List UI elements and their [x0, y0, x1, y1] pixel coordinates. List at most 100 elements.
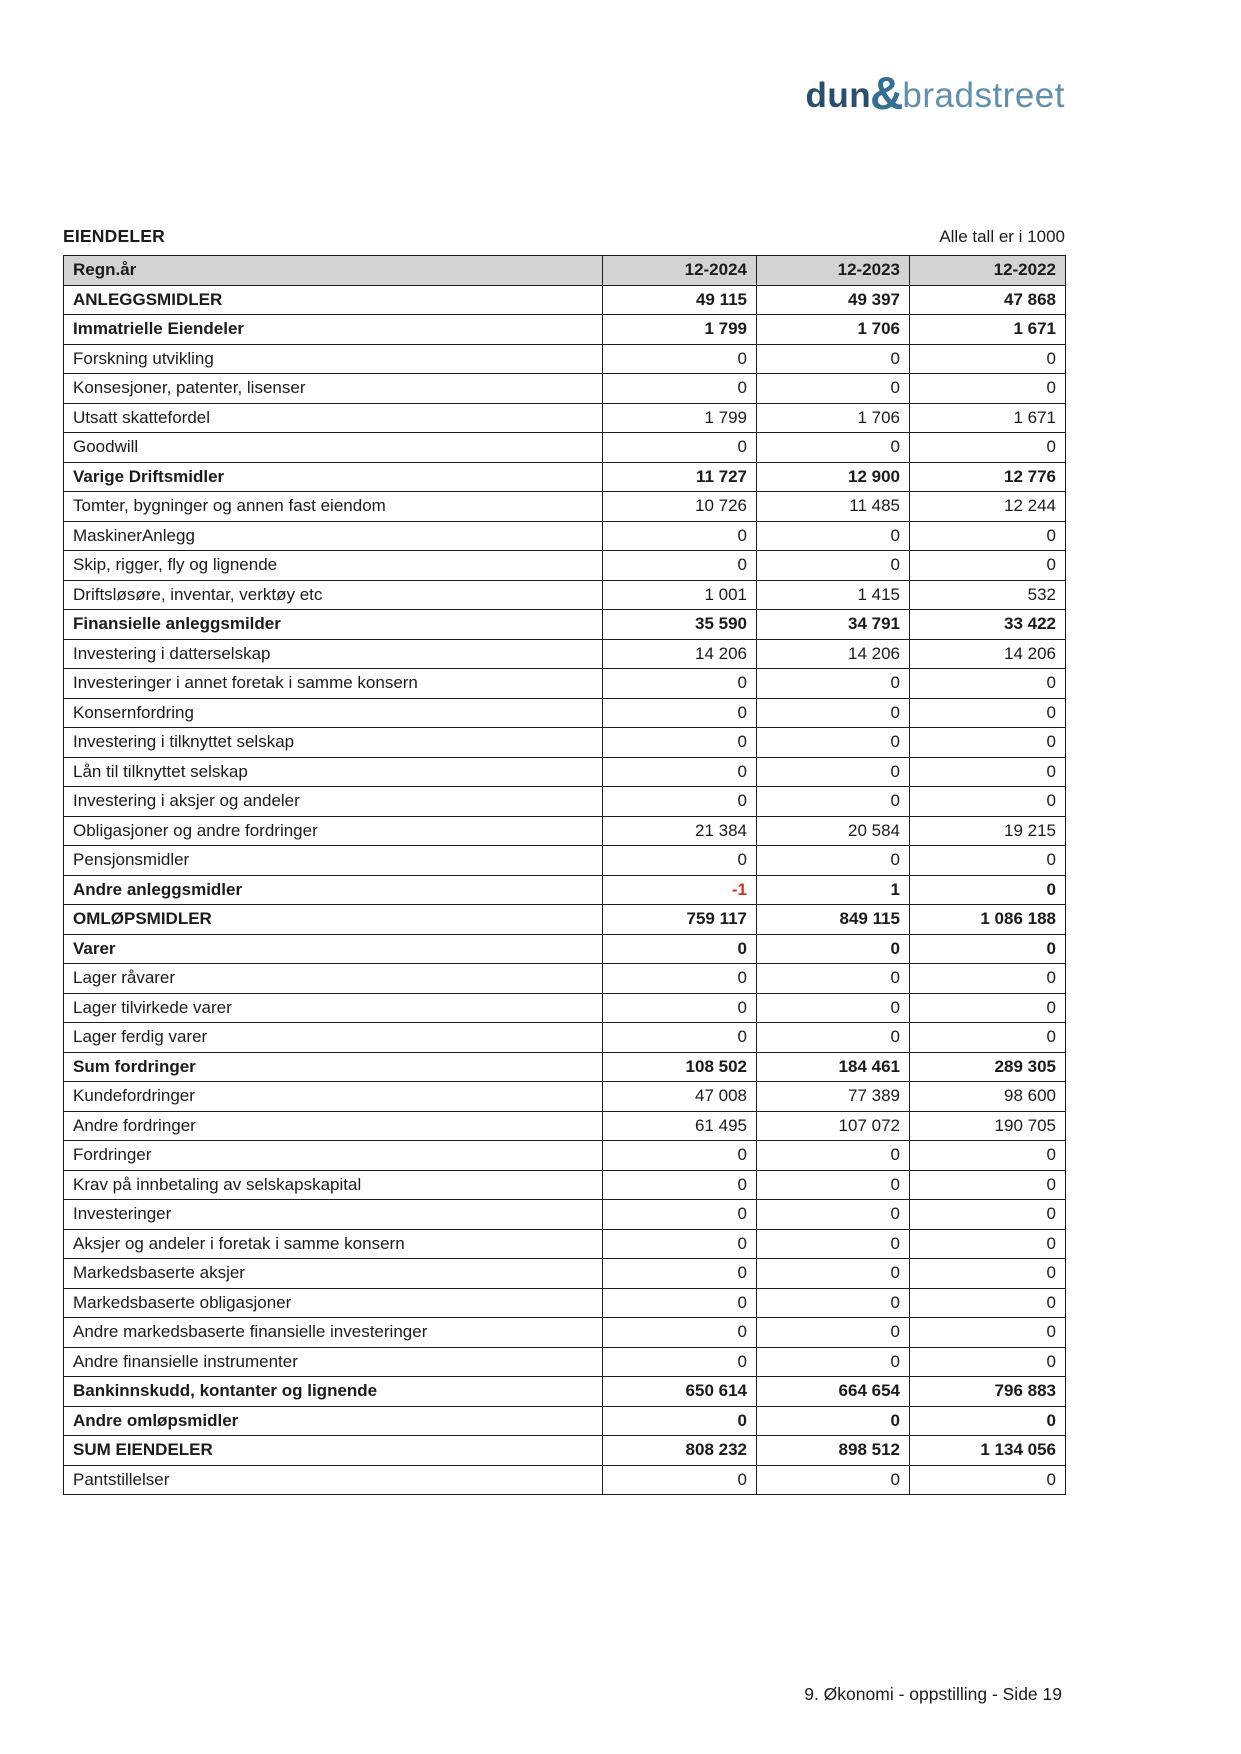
value-cell: 11 485	[756, 491, 910, 522]
table-row: Tomter, bygninger og annen fast eiendom 1…	[63, 491, 1066, 522]
row-label: Sum fordringer	[63, 1051, 603, 1082]
value-cell: 0	[909, 727, 1066, 758]
table-row: Lån til tilknyttet selskap 0 0 0	[63, 756, 1066, 787]
value-cell: 796 883	[909, 1376, 1066, 1407]
value-cell: 664 654	[756, 1376, 910, 1407]
row-label: Andre anleggsmidler	[63, 874, 603, 905]
value-cell: 0	[602, 432, 757, 463]
table-row: Lager ferdig varer 0 0 0	[63, 1022, 1066, 1053]
value-cell: 61 495	[602, 1110, 757, 1141]
value-cell: 0	[756, 668, 910, 699]
table-row: Obligasjoner og andre fordringer 21 384 20…	[63, 815, 1066, 846]
value-cell: 0	[909, 1346, 1066, 1377]
table-title-row: EIENDELER Alle tall er i 1000	[63, 226, 1065, 247]
row-label: Andre finansielle instrumenter	[63, 1346, 603, 1377]
value-cell: 0	[909, 1140, 1066, 1171]
row-label: Bankinnskudd, kontanter og lignende	[63, 1376, 603, 1407]
row-label: Driftsløsøre, inventar, verktøy etc	[63, 579, 603, 610]
units-note: Alle tall er i 1000	[939, 227, 1065, 246]
table-row: OMLØPSMIDLER 759 117 849 115 1 086 188	[63, 904, 1066, 935]
row-label: Investeringer i annet foretak i samme ko…	[63, 668, 603, 699]
table-row: Pantstillelser 0 0 0	[63, 1464, 1066, 1495]
value-cell: 47 868	[909, 284, 1066, 315]
row-label: Fordringer	[63, 1140, 603, 1171]
row-label: Andre markedsbaserte finansielle investe…	[63, 1317, 603, 1348]
value-cell: 0	[909, 845, 1066, 876]
value-cell: 0	[602, 1317, 757, 1348]
value-cell: 0	[756, 1464, 910, 1495]
row-label: Varer	[63, 933, 603, 964]
value-cell: 49 397	[756, 284, 910, 315]
value-cell: 0	[909, 1405, 1066, 1436]
value-cell: 0	[756, 697, 910, 728]
row-label: Investering i datterselskap	[63, 638, 603, 669]
column-header-12-2024: 12-2024	[602, 255, 757, 286]
value-cell: 0	[909, 373, 1066, 404]
row-label: Andre omløpsmidler	[63, 1405, 603, 1436]
row-label: MaskinerAnlegg	[63, 520, 603, 551]
column-header-regnar: Regn.år	[63, 255, 603, 286]
value-cell: 12 244	[909, 491, 1066, 522]
row-label: SUM EIENDELER	[63, 1435, 603, 1466]
dun-bradstreet-logo: dun & bradstreet	[805, 68, 1065, 116]
value-cell: 0	[602, 845, 757, 876]
table-row: Investering i aksjer og andeler 0 0 0	[63, 786, 1066, 817]
value-cell: 0	[909, 992, 1066, 1023]
table-row: Varige Driftsmidler 11 727 12 900 12 776	[63, 461, 1066, 492]
value-cell: 0	[909, 933, 1066, 964]
value-cell: 0	[756, 1317, 910, 1348]
row-label: Pantstillelser	[63, 1464, 603, 1495]
table-row: Finansielle anleggsmilder 35 590 34 791 33 …	[63, 609, 1066, 640]
table-body: ANLEGGSMIDLER 49 115 49 397 47 868 Immatriel…	[63, 284, 1066, 1495]
table-row: Krav på innbetaling av selskapskapital 0 0…	[63, 1169, 1066, 1200]
value-cell: 77 389	[756, 1081, 910, 1112]
value-cell: 0	[909, 1022, 1066, 1053]
row-label: Lager ferdig varer	[63, 1022, 603, 1053]
value-cell: 1 134 056	[909, 1435, 1066, 1466]
value-cell: 0	[602, 1169, 757, 1200]
value-cell: 0	[909, 1199, 1066, 1230]
value-cell: 33 422	[909, 609, 1066, 640]
value-cell: 1 706	[756, 402, 910, 433]
row-label: Tomter, bygninger og annen fast eiendom	[63, 491, 603, 522]
table-row: Sum fordringer 108 502 184 461 289 305	[63, 1051, 1066, 1082]
value-cell: 0	[756, 963, 910, 994]
table-row: Konsesjoner, patenter, lisenser 0 0 0	[63, 373, 1066, 404]
value-cell: 34 791	[756, 609, 910, 640]
row-label: ANLEGGSMIDLER	[63, 284, 603, 315]
value-cell: 0	[909, 756, 1066, 787]
value-cell: 12 900	[756, 461, 910, 492]
value-cell: 0	[602, 1287, 757, 1318]
table-row: Investering i datterselskap 14 206 14 206 1…	[63, 638, 1066, 669]
balance-sheet-table: Regn.år 12-2024 12-2023 12-2022 ANLEGGSM…	[63, 255, 1066, 1495]
value-cell: 0	[756, 933, 910, 964]
value-cell: 49 115	[602, 284, 757, 315]
value-cell: 0	[909, 432, 1066, 463]
value-cell: 19 215	[909, 815, 1066, 846]
table-row: Konsernfordring 0 0 0	[63, 697, 1066, 728]
value-cell: 0	[602, 1405, 757, 1436]
value-cell: 108 502	[602, 1051, 757, 1082]
value-cell: 0	[602, 373, 757, 404]
value-cell: 0	[602, 727, 757, 758]
value-cell: 0	[909, 520, 1066, 551]
value-cell: 0	[756, 1140, 910, 1171]
table-row: Investeringer 0 0 0	[63, 1199, 1066, 1230]
value-cell: 0	[602, 933, 757, 964]
table-row: Fordringer 0 0 0	[63, 1140, 1066, 1171]
value-cell: 759 117	[602, 904, 757, 935]
row-label: Varige Driftsmidler	[63, 461, 603, 492]
value-cell: 0	[909, 1464, 1066, 1495]
row-label: Konsernfordring	[63, 697, 603, 728]
page-title: EIENDELER	[63, 226, 165, 246]
value-cell: 0	[756, 845, 910, 876]
value-cell: 0	[756, 1287, 910, 1318]
row-label: Aksjer og andeler i foretak i samme kons…	[63, 1228, 603, 1259]
value-cell: 0	[756, 520, 910, 551]
row-label: Investering i tilknyttet selskap	[63, 727, 603, 758]
value-cell: 0	[756, 1405, 910, 1436]
table-row: Andre fordringer 61 495 107 072 190 705	[63, 1110, 1066, 1141]
value-cell: 0	[602, 1464, 757, 1495]
value-cell: 808 232	[602, 1435, 757, 1466]
logo-text-dun: dun	[805, 76, 872, 115]
